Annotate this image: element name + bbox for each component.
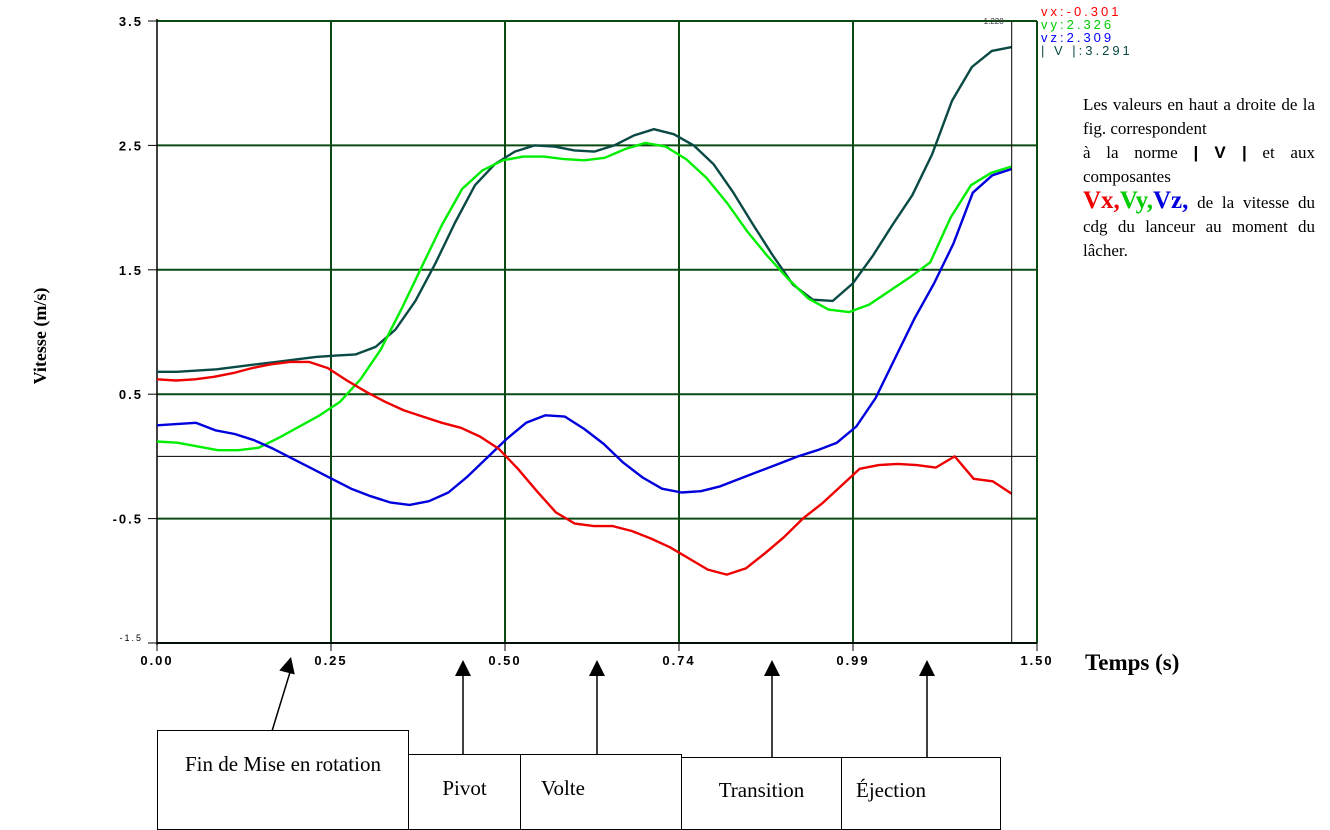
series-line-vx <box>156 360 1013 576</box>
x-axis-label: Temps (s) <box>1085 650 1179 675</box>
phase-arrows <box>271 657 935 757</box>
y-tick-label: -0.5 <box>113 512 143 527</box>
y-tick-label: -1.5 <box>119 633 143 643</box>
note-line-2b: et aux composantes <box>1083 143 1315 186</box>
readout-2: vz:2.309 <box>1041 30 1114 45</box>
x-tick-label: 0.25 <box>314 653 347 668</box>
arrow-head <box>455 660 471 676</box>
series-line-vy <box>156 141 1013 452</box>
y-tick-label: 0.5 <box>119 387 143 402</box>
x-tick-label: 0.74 <box>662 653 695 668</box>
series-line-vz <box>156 167 1013 507</box>
arrow-head <box>764 660 780 676</box>
readout-0: vx:-0.301 <box>1041 4 1121 19</box>
note-vz: Vz, <box>1152 187 1189 214</box>
arrow-head <box>589 660 605 676</box>
chart-cursor: 1.228 <box>984 17 1013 643</box>
series-line-v <box>157 45 1012 373</box>
readout-1: vy:2.326 <box>1041 17 1114 32</box>
phase-box-ejection: Éjection <box>841 757 1001 830</box>
note-line-1: Les valeurs en haut a droite de la fig. … <box>1083 95 1315 138</box>
chart-axes <box>156 19 1037 645</box>
note-vy: Vy, <box>1119 187 1153 214</box>
phase-label: Volte <box>541 776 585 800</box>
x-tick-label: 0.99 <box>836 653 869 668</box>
y-axis-label: Vitesse (m/s) <box>30 288 51 385</box>
arrow-shaft <box>271 668 292 732</box>
chart-series <box>156 45 1013 576</box>
note-line-3: de la vitesse du cdg du lanceur au momen… <box>1083 193 1315 260</box>
note-norm: | V | <box>1193 143 1247 162</box>
phase-label: Éjection <box>856 778 926 802</box>
chart-tick-labels: 3.5 2.5 1.5 0.5 -0.5 -1.5 0.00 0.25 0.50 0.74 0.99… <box>113 14 1053 668</box>
x-tick-label: 0.00 <box>140 653 173 668</box>
chart-grid <box>148 20 1038 651</box>
phase-label: Pivot <box>442 776 487 800</box>
phase-box-transition: Transition <box>681 757 842 830</box>
phase-box-pivot: Pivot <box>408 754 521 830</box>
phase-box-fin-mise-en-rotation: Fin de Mise en rotation <box>157 730 409 830</box>
x-tick-label: 1.50 <box>1020 653 1053 668</box>
x-tick-label: 0.50 <box>488 653 521 668</box>
legend-note: Les valeurs en haut a droite de la fig. … <box>1083 93 1315 263</box>
phase-label: Transition <box>718 778 805 802</box>
y-tick-label: 2.5 <box>119 138 143 153</box>
arrow-head <box>919 660 935 676</box>
phase-box-volte: Volte <box>520 754 682 830</box>
note-line-2a: à la norme <box>1083 143 1194 162</box>
readout-3: | V |:3.291 <box>1041 43 1133 58</box>
cursor-label: 1.228 <box>984 17 1005 26</box>
arrow-head <box>279 657 295 675</box>
y-tick-label: 1.5 <box>119 263 143 278</box>
note-vx: Vx, <box>1083 187 1120 214</box>
y-tick-label: 3.5 <box>119 14 143 29</box>
phase-label: Fin de Mise en rotation <box>185 752 381 776</box>
